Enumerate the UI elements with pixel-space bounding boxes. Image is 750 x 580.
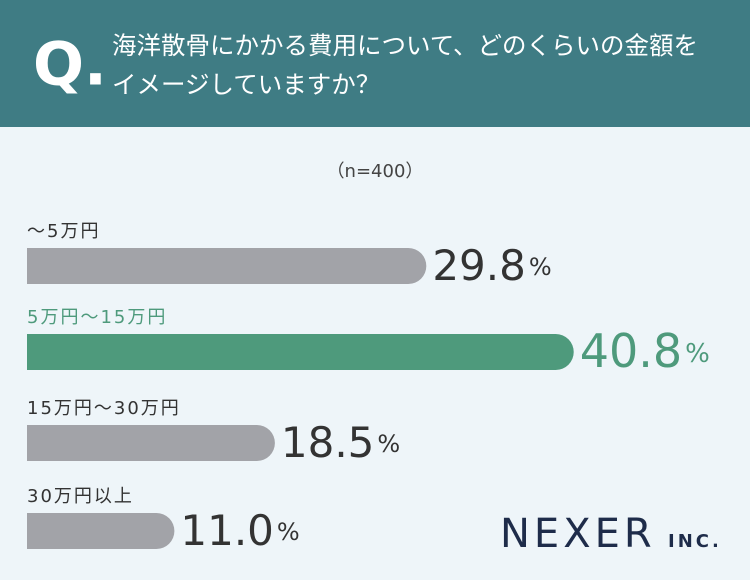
subtitle: （n=400） [327,161,424,182]
chart-title: 海洋散骨にかかる費用について、どのくらいの金額をイメージしていますか？ [112,31,699,99]
bar [27,248,427,284]
category-label: 15万円～30万円 [27,398,181,419]
category-label: ～5万円 [27,221,100,242]
value-label: 11.0% [180,506,299,555]
value-label: 18.5% [281,418,400,467]
bar-left-edge [27,513,45,549]
bar [27,334,574,370]
bar-left-edge [27,425,45,461]
bar-left-edge [27,248,45,284]
category-label: 30万円以上 [27,486,134,507]
category-label: 5万円～15万円 [27,307,167,328]
bar-left-edge [27,334,45,370]
bar [27,425,275,461]
value-label: 40.8% [580,324,710,378]
logo: NEXER [500,511,656,557]
title-box: 海洋散骨にかかる費用について、どのくらいの金額をイメージしていますか？ [112,31,699,99]
logo-suffix: INC. [668,531,722,552]
title-prefix: Q. [33,30,107,100]
header [0,0,750,127]
bar [27,513,175,549]
value-label: 29.8% [432,241,551,290]
